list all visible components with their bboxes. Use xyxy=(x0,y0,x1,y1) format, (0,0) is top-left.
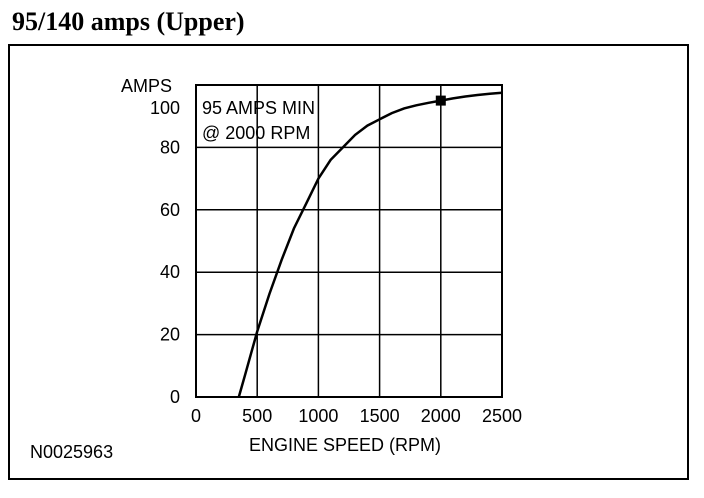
min-amps-marker xyxy=(435,95,446,106)
y-tick-label-0: 0 xyxy=(170,387,180,407)
x-tick-label-3: 1500 xyxy=(360,406,400,426)
x-axis-label: ENGINE SPEED (RPM) xyxy=(249,435,441,455)
y-tick-label-5: 100 xyxy=(150,98,180,118)
y-axis-label: AMPS xyxy=(121,76,172,96)
y-tick-label-4: 80 xyxy=(160,137,180,157)
y-tick-label-2: 40 xyxy=(160,262,180,282)
x-tick-labels: 0 500 1000 1500 2000 2500 xyxy=(191,406,522,426)
figure-id: N0025963 xyxy=(30,442,113,462)
annotation-line-1: 95 AMPS MIN xyxy=(202,98,315,118)
amps-curve xyxy=(237,91,503,398)
grid-lines xyxy=(196,85,502,397)
x-tick-label-4: 2000 xyxy=(421,406,461,426)
x-tick-label-5: 2500 xyxy=(482,406,522,426)
annotation-line-2: @ 2000 RPM xyxy=(202,123,310,143)
figure-frame xyxy=(8,44,689,480)
x-tick-label-0: 0 xyxy=(191,406,201,426)
x-tick-label-1: 500 xyxy=(242,406,272,426)
y-tick-label-1: 20 xyxy=(160,325,180,345)
page-title: 95/140 amps (Upper) xyxy=(12,7,245,36)
y-tick-label-3: 60 xyxy=(160,200,180,220)
x-tick-label-2: 1000 xyxy=(298,406,338,426)
y-tick-labels: 0 20 40 60 80 100 xyxy=(150,98,180,407)
plot-border xyxy=(195,84,503,398)
